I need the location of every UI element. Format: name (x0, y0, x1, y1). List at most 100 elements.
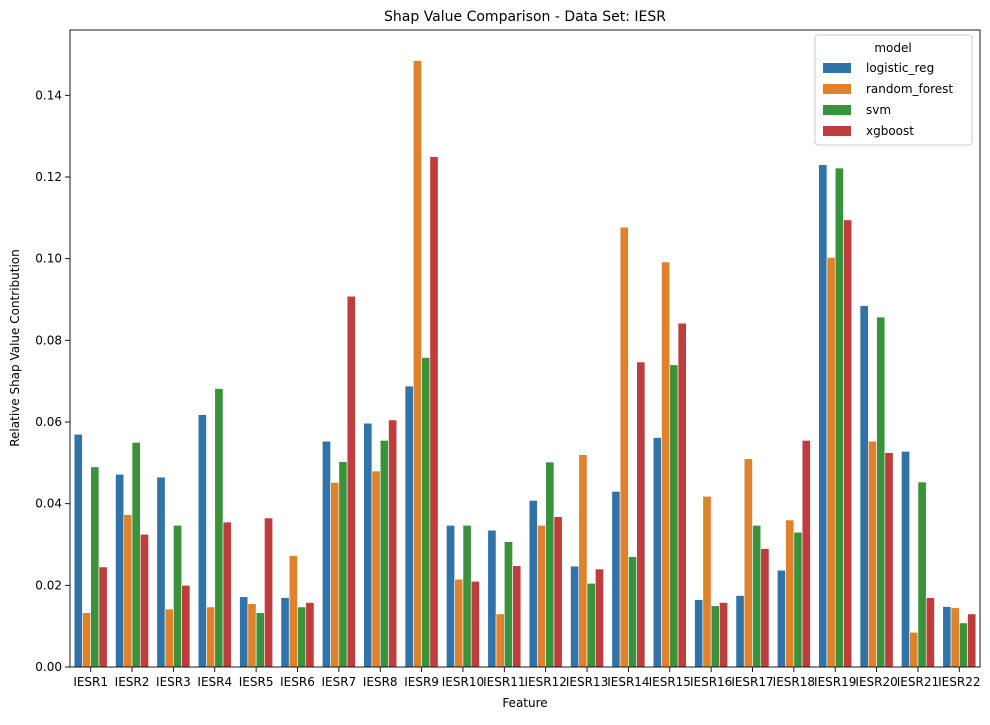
bar-random_forest-IESR13 (578, 454, 588, 668)
bar-logistic_reg-IESR14 (611, 491, 621, 668)
bar-random_forest-IESR5 (247, 603, 257, 668)
bar-random_forest-IESR12 (537, 525, 546, 668)
bar-random_forest-IESR22 (950, 607, 960, 668)
legend-label-logistic_reg: logistic_reg (866, 61, 934, 75)
bar-svm-IESR5 (255, 612, 265, 668)
bar-xgboost-IESR14 (636, 361, 646, 668)
y-tick-label: 0.12 (35, 170, 62, 184)
bar-svm-IESR20 (876, 316, 886, 668)
bar-xgboost-IESR8 (388, 419, 398, 668)
x-tick-label: IESR10 (442, 675, 484, 689)
bar-svm-IESR9 (421, 357, 431, 668)
bar-xgboost-IESR3 (181, 585, 191, 668)
x-tick-label: IESR8 (363, 675, 398, 689)
x-tick-label: IESR2 (115, 675, 150, 689)
bar-random_forest-IESR19 (826, 257, 836, 668)
x-axis: IESR1 IESR2 IESR3 IESR4 IESR5 IESR6 IESR7 IESR8… (73, 667, 980, 689)
bar-xgboost-IESR1 (98, 566, 108, 668)
legend-label-xgboost: xgboost (866, 124, 914, 138)
x-tick-label: IESR9 (404, 675, 439, 689)
bar-svm-IESR2 (131, 442, 141, 668)
bar-xgboost-IESR11 (512, 565, 522, 668)
bar-logistic_reg-IESR2 (115, 473, 125, 668)
bar-xgboost-IESR5 (264, 517, 273, 668)
bar-xgboost-IESR10 (470, 580, 480, 668)
bar-random_forest-IESR11 (495, 613, 505, 668)
bar-logistic_reg-IESR13 (570, 565, 580, 668)
bar-random_forest-IESR9 (413, 60, 422, 668)
y-tick-label: 0.08 (35, 333, 62, 347)
bar-svm-IESR13 (586, 582, 596, 668)
x-tick-label: IESR20 (855, 675, 897, 689)
bars-group (73, 60, 977, 668)
bar-xgboost-IESR9 (429, 156, 439, 668)
bar-logistic_reg-IESR10 (446, 525, 455, 668)
bar-svm-IESR16 (710, 605, 720, 668)
bar-logistic_reg-IESR9 (404, 385, 414, 668)
bar-svm-IESR4 (214, 388, 224, 668)
bar-logistic_reg-IESR19 (818, 164, 828, 668)
y-axis: 0.00 0.02 0.04 0.06 0.08 0.10 0.12 0.14 (35, 88, 70, 674)
x-tick-label: IESR12 (525, 675, 567, 689)
x-tick-label: IESR16 (690, 675, 732, 689)
legend-label-random_forest: random_forest (866, 82, 953, 96)
legend-label-svm: svm (866, 103, 891, 117)
bar-random_forest-IESR3 (164, 608, 174, 668)
bar-logistic_reg-IESR12 (528, 500, 538, 668)
bar-svm-IESR7 (338, 461, 348, 668)
bar-logistic_reg-IESR21 (901, 451, 910, 668)
legend-swatch-xgboost (823, 126, 851, 136)
bar-logistic_reg-IESR17 (735, 595, 745, 668)
x-axis-label: Feature (502, 696, 547, 710)
bar-svm-IESR14 (628, 556, 637, 668)
bar-logistic_reg-IESR6 (280, 597, 290, 668)
y-axis-label: Relative Shap Value Contribution (8, 249, 22, 447)
bar-xgboost-IESR7 (346, 295, 356, 668)
x-tick-label: IESR18 (773, 675, 815, 689)
bar-xgboost-IESR22 (967, 613, 977, 668)
bar-random_forest-IESR17 (743, 458, 753, 668)
bar-logistic_reg-IESR11 (487, 529, 497, 668)
bar-xgboost-IESR13 (595, 568, 604, 668)
y-tick-label: 0.10 (35, 252, 62, 266)
bar-random_forest-IESR8 (371, 470, 381, 668)
y-tick-label: 0.02 (35, 578, 62, 592)
bar-xgboost-IESR12 (553, 516, 563, 668)
x-tick-label: IESR6 (280, 675, 315, 689)
bar-svm-IESR11 (504, 541, 513, 668)
x-tick-label: IESR5 (239, 675, 274, 689)
bar-logistic_reg-IESR15 (652, 437, 662, 668)
bar-logistic_reg-IESR3 (156, 476, 166, 668)
x-tick-label: IESR7 (322, 675, 357, 689)
bar-random_forest-IESR15 (661, 261, 671, 668)
bar-logistic_reg-IESR8 (363, 422, 373, 668)
y-tick-label: 0.00 (35, 660, 62, 674)
bar-logistic_reg-IESR5 (239, 596, 249, 668)
bar-svm-IESR12 (545, 461, 555, 668)
bar-random_forest-IESR21 (909, 631, 919, 668)
bar-random_forest-IESR4 (206, 606, 216, 668)
legend-swatch-random_forest (823, 84, 851, 94)
x-tick-label: IESR22 (938, 675, 980, 689)
legend-swatch-logistic_reg (823, 63, 851, 73)
bar-svm-IESR3 (173, 525, 182, 668)
bar-svm-IESR8 (379, 440, 389, 668)
bar-logistic_reg-IESR18 (777, 569, 786, 668)
legend-box (814, 34, 973, 146)
x-tick-label: IESR3 (156, 675, 191, 689)
x-tick-label: IESR19 (814, 675, 856, 689)
bar-random_forest-IESR20 (868, 440, 877, 668)
bar-random_forest-IESR2 (123, 514, 133, 668)
chart-title: Shap Value Comparison - Data Set: IESR (384, 9, 666, 25)
x-tick-label: IESR1 (73, 675, 108, 689)
bar-random_forest-IESR1 (82, 612, 91, 668)
bar-xgboost-IESR19 (843, 219, 853, 668)
bar-svm-IESR18 (793, 531, 803, 668)
x-tick-label: IESR17 (731, 675, 773, 689)
bar-xgboost-IESR17 (760, 548, 770, 668)
bar-svm-IESR17 (752, 525, 762, 668)
